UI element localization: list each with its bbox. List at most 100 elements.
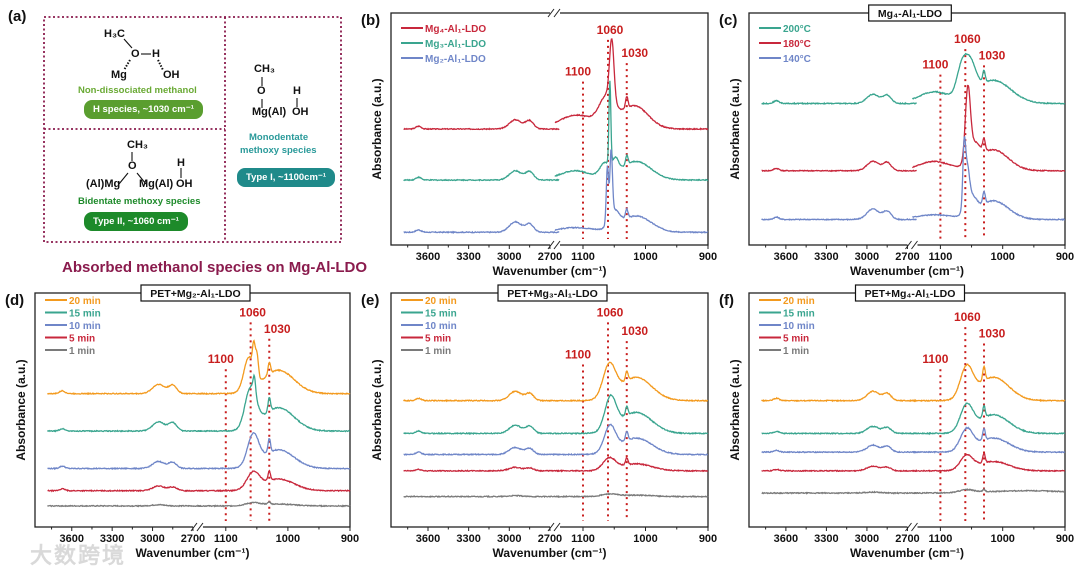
chart-panel-d: 3600 3300 3000 2700 1100 1000 900 Wavenumber (c… bbox=[5, 284, 359, 560]
x-tick-label: 1000 bbox=[633, 251, 657, 263]
spectrum-line-left bbox=[47, 485, 203, 493]
axis-break-mark bbox=[190, 522, 198, 532]
spectrum-line-right bbox=[911, 363, 1066, 403]
spectrum-line-left bbox=[403, 494, 560, 499]
x-tick-label: 3300 bbox=[814, 251, 838, 263]
x-axis-label: Wavenumber (cm⁻¹) bbox=[850, 264, 964, 278]
legend-label: 10 min bbox=[425, 321, 457, 332]
spectrum-line-right bbox=[554, 423, 709, 456]
ch3-label: CH₃ bbox=[127, 139, 148, 151]
peak-label-1030: 1030 bbox=[264, 322, 291, 336]
axis-break-mark bbox=[547, 8, 555, 18]
spectrum-line-right bbox=[912, 426, 1066, 454]
x-tick-label: 2700 bbox=[538, 251, 562, 263]
x-tick-label: 1100 bbox=[928, 533, 952, 545]
x-tick-label: 3600 bbox=[774, 251, 798, 263]
x-tick-label: 900 bbox=[1056, 251, 1074, 263]
axis-break-mark bbox=[547, 240, 555, 250]
spectrum-line-left bbox=[46, 420, 203, 433]
spectrum-line-right bbox=[554, 38, 709, 131]
spectrum-line-left bbox=[761, 490, 917, 495]
x-tick-label: 900 bbox=[699, 251, 717, 263]
ch3-label: CH₃ bbox=[254, 63, 275, 75]
peak-label-1100: 1100 bbox=[922, 352, 948, 366]
axis-break-mark bbox=[196, 522, 204, 532]
spectrum-line-left bbox=[761, 465, 917, 473]
axis-break-mark bbox=[911, 240, 918, 250]
spectrum-line-left bbox=[47, 383, 203, 396]
panel-label: (c) bbox=[719, 12, 737, 29]
spectrum-line-right bbox=[554, 492, 709, 499]
x-tick-label: 3300 bbox=[814, 533, 838, 545]
peak-label-1060: 1060 bbox=[239, 305, 266, 319]
type-ii-badge: Type II, ~1060 cm⁻¹ bbox=[84, 212, 188, 231]
spectrum-line-right bbox=[554, 149, 709, 234]
spectrum-line-left bbox=[761, 425, 918, 435]
oh-label: OH bbox=[292, 106, 309, 118]
legend-label: 15 min bbox=[425, 309, 457, 320]
spectrum-line-left bbox=[761, 93, 918, 106]
peak-label-1100: 1100 bbox=[565, 348, 591, 362]
spectrum-line-right bbox=[911, 453, 1066, 473]
axis-break-mark bbox=[905, 522, 912, 532]
peak-label-1100: 1100 bbox=[208, 352, 234, 366]
axis-break-gap bbox=[550, 243, 560, 247]
spectrum-line-right bbox=[554, 393, 709, 435]
spectrum-line-left bbox=[761, 390, 918, 403]
x-tick-label: 3600 bbox=[416, 533, 440, 545]
x-tick-label: 3000 bbox=[497, 533, 521, 545]
mg-label: Mg bbox=[111, 69, 127, 81]
panel-label: (a) bbox=[8, 8, 27, 25]
oh-label: OH bbox=[163, 69, 180, 81]
species-diagram-frame bbox=[43, 16, 342, 243]
panel-title-box bbox=[140, 284, 251, 302]
panel-title: PET+Mg₃-Al₁-LDO bbox=[507, 288, 598, 300]
spectrum-line-right bbox=[911, 52, 1066, 105]
spectrum-line-right bbox=[912, 402, 1066, 436]
type-i-badge: Type I, ~1100cm⁻¹ bbox=[237, 168, 336, 187]
legend-label: 1 min bbox=[69, 346, 95, 357]
x-tick-label: 3600 bbox=[774, 533, 798, 545]
axis-break-mark bbox=[553, 522, 561, 532]
legend-label: 15 min bbox=[69, 309, 101, 320]
legend-label: Mg₃-Al₁-LDO bbox=[425, 39, 486, 50]
spectrum-line-left bbox=[761, 208, 917, 221]
legend-label: 140°C bbox=[783, 54, 811, 65]
chart-panel-c: 3600 3300 3000 2700 1100 1000 900 Wavenumber (c… bbox=[719, 4, 1074, 278]
panel-label: (e) bbox=[361, 292, 379, 309]
spectrum-line-left bbox=[403, 220, 560, 234]
h3c-label: H₃C bbox=[104, 28, 125, 40]
axis-break-mark bbox=[553, 240, 561, 250]
x-tick-label: 900 bbox=[1056, 533, 1074, 545]
spectrum-line-left bbox=[47, 460, 203, 471]
spectrum-line-left bbox=[403, 424, 560, 436]
peak-label-1030: 1030 bbox=[621, 324, 648, 338]
spectrum-line-right bbox=[554, 361, 708, 403]
y-axis-label: Absorbance (a.u.) bbox=[14, 359, 28, 460]
x-tick-label: 3600 bbox=[60, 533, 84, 545]
spectrum-line-right bbox=[554, 456, 709, 473]
figure-caption: Absorbed methanol species on Mg-Al-LDO bbox=[62, 259, 368, 276]
legend-label: 1 min bbox=[783, 346, 809, 357]
panel-title-box bbox=[497, 284, 608, 302]
legend-label: 20 min bbox=[783, 296, 815, 307]
spectrum-line-right bbox=[197, 373, 350, 433]
peak-label-1060: 1060 bbox=[597, 305, 624, 319]
spectrum-line-left bbox=[403, 390, 560, 403]
spectrum-line-left bbox=[403, 466, 560, 473]
panel-title: PET+Mg₄-Al₁-LDO bbox=[865, 288, 956, 300]
h-species-badge: H species, ~1030 cm⁻¹ bbox=[84, 100, 203, 119]
hydrogen-label: H bbox=[177, 157, 185, 169]
axis-break-mark bbox=[911, 522, 918, 532]
y-axis-label: Absorbance (a.u.) bbox=[370, 359, 384, 460]
peak-label-1030: 1030 bbox=[979, 48, 1006, 62]
x-tick-label: 2700 bbox=[538, 533, 562, 545]
panel-title: PET+Mg₂-Al₁-LDO bbox=[150, 288, 240, 300]
peak-label-1060: 1060 bbox=[954, 310, 981, 324]
oh-label: OH bbox=[176, 178, 193, 190]
axis-break-mark bbox=[905, 240, 912, 250]
spectrum-line-right bbox=[197, 339, 351, 396]
x-tick-label: 3300 bbox=[100, 533, 124, 545]
x-tick-label: 900 bbox=[699, 533, 717, 545]
oxygen-label: O bbox=[131, 48, 140, 60]
